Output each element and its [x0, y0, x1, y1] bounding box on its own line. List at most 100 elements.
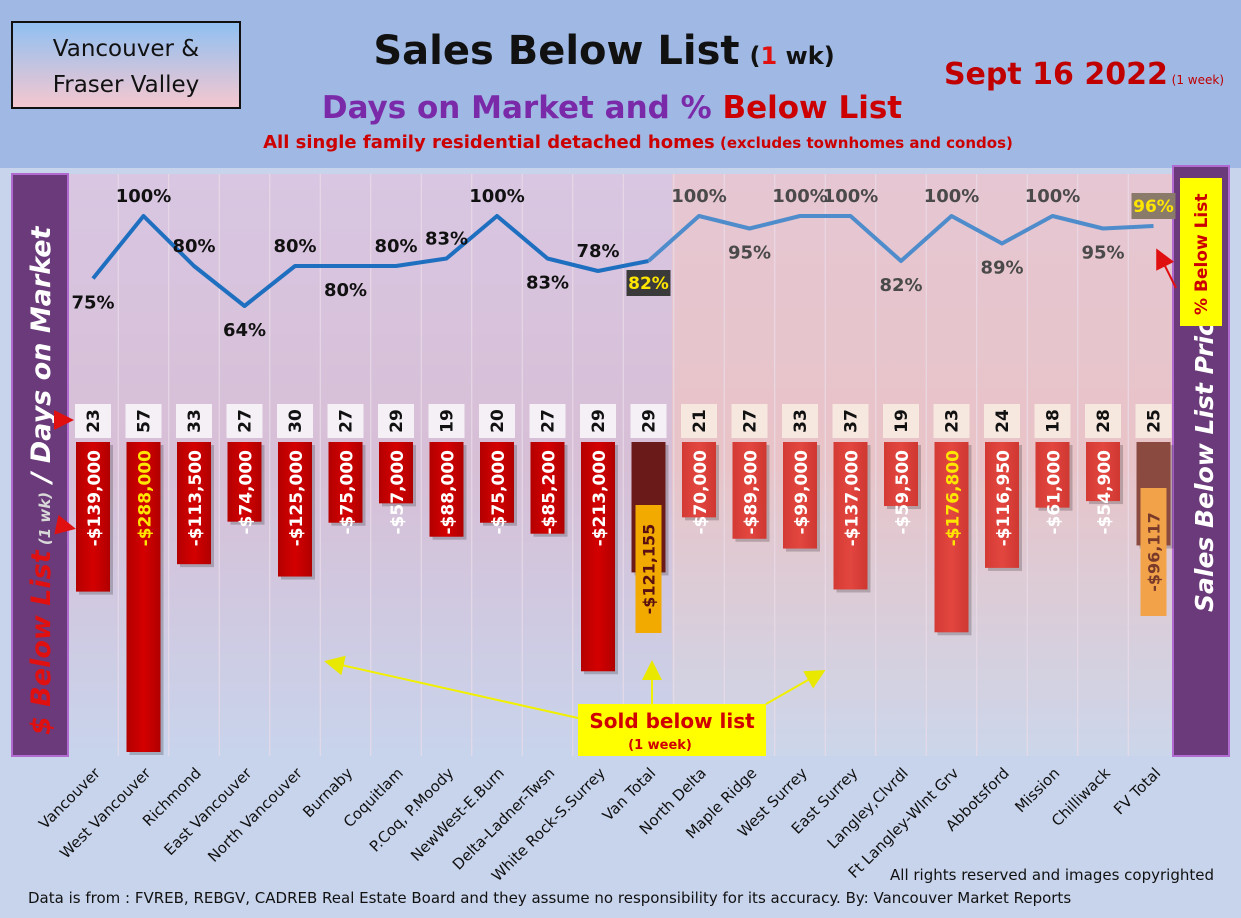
region-line-1: Vancouver &	[53, 36, 199, 62]
dom-value: 27	[741, 409, 761, 433]
dom-box	[479, 404, 515, 438]
dom-box	[731, 404, 768, 438]
bar-newwest-e-burn	[480, 442, 514, 523]
bar-arrow-icon	[54, 514, 76, 535]
bar-mission	[1035, 442, 1070, 508]
region-box	[11, 21, 241, 109]
dom-value: 23	[943, 409, 963, 433]
dom-value: 37	[842, 409, 862, 433]
pct-value-label: 80%	[172, 236, 215, 257]
rights-label: All rights reserved and images copyright…	[890, 866, 1214, 884]
bar-value-label: -$116,950	[994, 450, 1014, 546]
sold-arrow-left-icon	[324, 655, 579, 719]
pct-total-bg	[1131, 193, 1176, 219]
dom-box	[832, 404, 869, 438]
dom-box	[580, 404, 616, 438]
subtitle: Days on Market and % Below List	[322, 90, 902, 126]
dom-box	[782, 404, 818, 438]
sold-below-list-box	[578, 704, 766, 756]
pct-value-label: 100%	[924, 186, 980, 207]
dom-box	[378, 404, 414, 438]
pct-total-bg	[626, 270, 671, 296]
dom-box	[226, 404, 263, 438]
bar-langley-clvrdl	[884, 442, 918, 507]
bar-white-rock-s-surrey	[581, 442, 615, 672]
bar-value-label: -$59,500	[893, 450, 913, 535]
bar-chilliwack	[1086, 442, 1120, 502]
pct-value-label: 95%	[1081, 243, 1124, 264]
bar-east-surrey	[833, 442, 868, 590]
dom-value: 30	[286, 409, 306, 433]
pct-value-label: 100%	[772, 186, 828, 207]
pct-value-label: 100%	[823, 186, 879, 207]
bar-labels-group: -$139,000 -$288,000 -$113,500 -$74,000 -$125…	[85, 450, 1167, 633]
dom-box	[176, 404, 212, 438]
dom-box	[125, 404, 162, 438]
pct-line-vancouver	[91, 214, 649, 308]
bar-value-label: -$57,000	[388, 450, 408, 535]
sold-arrow-right-icon	[765, 670, 826, 705]
bar-west-vancouver	[126, 442, 161, 752]
bar-p-coq-p-moody	[429, 442, 464, 537]
dom-value: 19	[892, 409, 912, 433]
subtitle-2: All single family residential detached h…	[263, 132, 1013, 153]
dom-box	[984, 404, 1020, 438]
pct-value-label: 78%	[576, 241, 619, 262]
dom-value: 33	[185, 409, 205, 433]
dom-value: 24	[993, 409, 1013, 433]
dom-box	[277, 404, 313, 438]
bar-value-label: -$75,000	[489, 450, 509, 535]
bar-value-label: -$137,000	[843, 450, 863, 546]
dom-value: 33	[791, 409, 811, 433]
dom-value: 20	[488, 409, 508, 433]
bar-vancouver	[76, 442, 110, 592]
bar-value-label: -$113,500	[186, 450, 206, 546]
bar-value-label: -$54,900	[1095, 450, 1115, 535]
pct-value-label: 100%	[1025, 186, 1081, 207]
pct-value-label: 80%	[324, 280, 367, 301]
dom-value: 29	[589, 409, 609, 433]
date-label: Sept 16 2022 (1 week)	[944, 57, 1224, 92]
dom-box	[428, 404, 465, 438]
bar-value-label: -$70,000	[691, 450, 711, 535]
dom-box	[933, 404, 970, 438]
dom-value: 18	[1044, 409, 1064, 433]
dom-value: 21	[690, 409, 710, 433]
dom-box	[1135, 404, 1172, 438]
dom-box	[681, 404, 717, 438]
bar-value-label: -$75,000	[338, 450, 358, 535]
bar-value-label: -$176,800	[944, 450, 964, 546]
pct-line-group: 75% 100% 80% 64% 80% 80% 80% 83% 100% 83% 78% 82% 10…	[71, 186, 1176, 341]
bar-value-label: -$88,000	[439, 450, 459, 535]
pct-value-label: 100%	[116, 186, 172, 207]
sold-box-line-1: Sold below list	[589, 709, 755, 733]
dom-box	[630, 404, 667, 438]
dom-box	[883, 404, 919, 438]
dom-value: 28	[1094, 409, 1114, 433]
bar-west-surrey	[783, 442, 817, 549]
bar-ft-langley-wlnt-grv	[934, 442, 969, 633]
pct-value-label: 75%	[71, 293, 114, 314]
dom-value: 29	[387, 409, 407, 433]
dom-value: 29	[640, 409, 660, 433]
bar-value-label: -$125,000	[287, 450, 307, 546]
pct-value-label: 95%	[728, 243, 771, 264]
pct-value-label: 80%	[374, 236, 417, 257]
pct-legend-box	[1180, 178, 1222, 326]
bar-abbotsford	[985, 442, 1019, 568]
total-label-bg	[635, 505, 662, 633]
pct-value-label: 83%	[425, 229, 468, 250]
total-label-bg	[1140, 488, 1167, 616]
bar-east-vancouver	[227, 442, 262, 522]
bar-value-label: -$99,000	[792, 450, 812, 535]
page-title: Sales Below List (1 wk)	[373, 28, 834, 74]
pct-value-label: 80%	[273, 236, 316, 257]
bar-burnaby	[328, 442, 363, 523]
dom-value: 27	[236, 409, 256, 433]
dom-box	[1085, 404, 1121, 438]
bar-north-vancouver	[278, 442, 312, 577]
pct-line-fraser-valley	[647, 214, 1154, 263]
region-line-2: Fraser Valley	[53, 72, 200, 98]
